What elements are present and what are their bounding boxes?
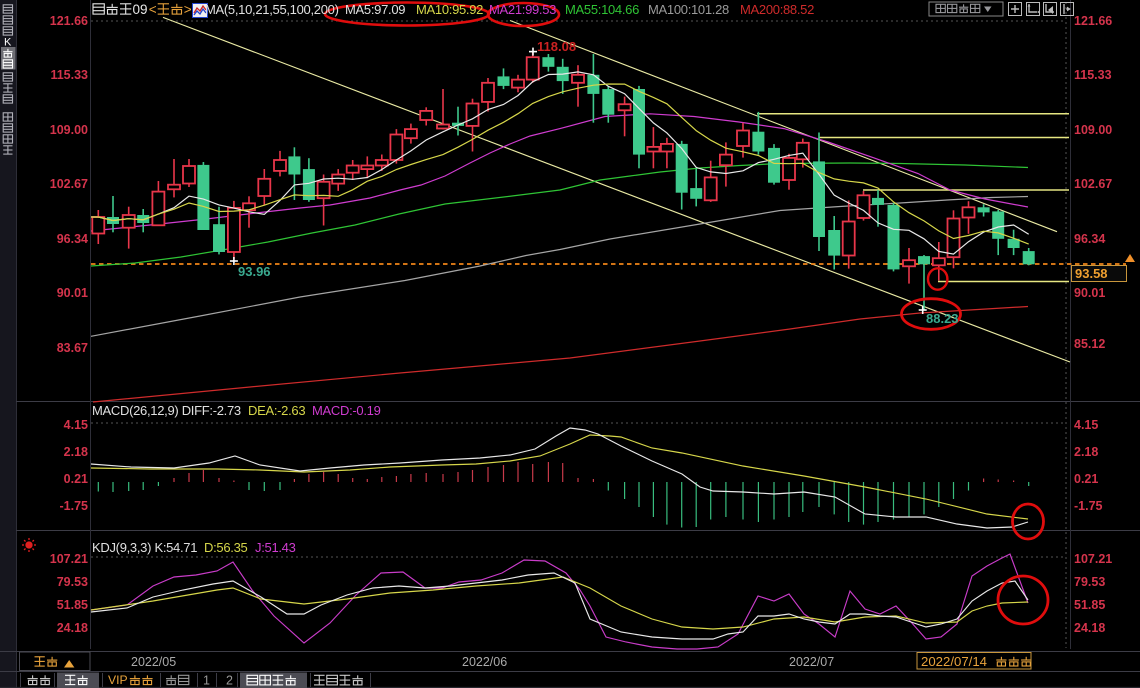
svg-text:09: 09 — [133, 2, 148, 17]
svg-text:K: K — [4, 37, 12, 49]
svg-text:<: < — [149, 2, 157, 17]
svg-text:VIP: VIP — [108, 673, 128, 687]
svg-text:1: 1 — [203, 674, 210, 688]
svg-text:2022/07/14: 2022/07/14 — [921, 654, 987, 669]
svg-text:2: 2 — [226, 674, 233, 688]
svg-text:>: > — [184, 2, 192, 17]
